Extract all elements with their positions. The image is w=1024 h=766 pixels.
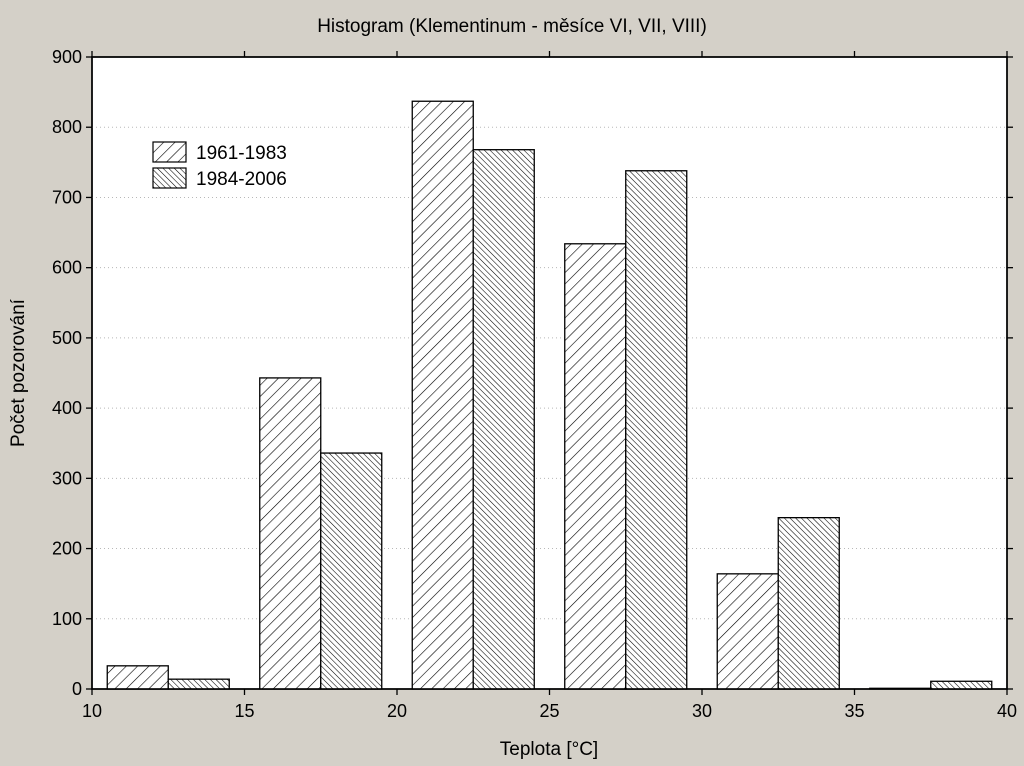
y-tick-label: 500 — [52, 328, 82, 348]
y-tick-label: 600 — [52, 258, 82, 278]
x-tick-label: 10 — [82, 701, 102, 721]
bar-series-2 — [167, 678, 230, 690]
bar-series-2 — [930, 680, 993, 690]
y-tick-label: 300 — [52, 468, 82, 488]
legend-swatch-1 — [152, 141, 187, 163]
x-tick-label: 30 — [692, 701, 712, 721]
x-tick-label: 20 — [387, 701, 407, 721]
axis-ticks: 0 100 200 300 400 500 600 700 800 900 10 15 20 25 30 35… — [52, 47, 1017, 721]
bar-series-1 — [411, 100, 474, 690]
plot-area — [91, 56, 1008, 690]
legend: 1961-1983 1984-2006 — [152, 141, 287, 190]
bar-series-1 — [259, 377, 322, 690]
x-tick-label: 25 — [539, 701, 559, 721]
bar-series-1 — [716, 573, 779, 690]
y-tick-label: 700 — [52, 187, 82, 207]
bar-series-1 — [564, 243, 627, 690]
x-tick-label: 40 — [997, 701, 1017, 721]
y-tick-label: 800 — [52, 117, 82, 137]
chart-title: Histogram (Klementinum - měsíce VI, VII,… — [317, 16, 707, 37]
x-tick-label: 15 — [234, 701, 254, 721]
bars — [106, 100, 993, 690]
legend-label-2: 1984-2006 — [196, 169, 287, 190]
bar-series-1 — [106, 665, 169, 690]
y-tick-label: 200 — [52, 539, 82, 559]
x-axis-label: Teplota [°C] — [500, 739, 598, 760]
bar-series-2 — [472, 149, 535, 690]
y-tick-label: 900 — [52, 47, 82, 67]
y-axis-label: Počet pozorování — [8, 298, 29, 447]
bar-series-2 — [625, 170, 688, 690]
grid-lines — [92, 126, 1007, 620]
legend-swatch-2 — [152, 167, 187, 189]
y-tick-label: 400 — [52, 398, 82, 418]
legend-label-1: 1961-1983 — [196, 143, 287, 164]
y-tick-label: 100 — [52, 609, 82, 629]
y-tick-label: 0 — [72, 679, 82, 699]
bar-series-2 — [320, 452, 383, 690]
x-tick-label: 35 — [844, 701, 864, 721]
bar-series-2 — [777, 517, 840, 690]
